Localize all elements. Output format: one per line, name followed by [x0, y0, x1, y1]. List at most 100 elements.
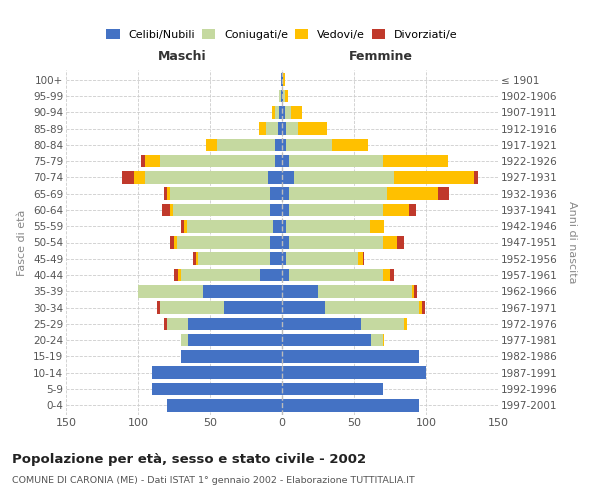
Bar [167, 399, 282, 411]
Bar [282, 155, 289, 168]
Bar [134, 171, 145, 184]
Bar [282, 366, 426, 379]
Bar [167, 318, 188, 330]
Bar [187, 220, 274, 232]
Bar [181, 350, 282, 363]
Bar [271, 188, 282, 200]
Bar [370, 220, 384, 232]
Bar [279, 106, 282, 118]
Bar [271, 252, 282, 265]
Bar [289, 236, 383, 249]
Bar [260, 268, 282, 281]
Bar [199, 252, 271, 265]
Bar [279, 90, 281, 102]
Bar [181, 268, 260, 281]
Bar [290, 106, 302, 118]
Bar [325, 301, 419, 314]
Bar [415, 285, 418, 298]
Bar [437, 188, 449, 200]
Bar [173, 204, 271, 216]
Bar [283, 74, 285, 86]
Bar [473, 171, 478, 184]
Bar [362, 252, 364, 265]
Bar [184, 220, 187, 232]
Bar [298, 122, 326, 135]
Bar [409, 204, 416, 216]
Bar [282, 220, 286, 232]
Bar [361, 318, 404, 330]
Bar [332, 138, 368, 151]
Bar [145, 171, 268, 184]
Y-axis label: Anni di nascita: Anni di nascita [567, 201, 577, 284]
Bar [181, 334, 188, 346]
Bar [282, 171, 293, 184]
Bar [206, 138, 217, 151]
Bar [289, 188, 387, 200]
Bar [281, 90, 282, 102]
Bar [174, 236, 177, 249]
Bar [387, 188, 437, 200]
Bar [289, 155, 383, 168]
Bar [160, 155, 275, 168]
Bar [177, 236, 271, 249]
Bar [271, 236, 282, 249]
Bar [141, 155, 145, 168]
Bar [286, 138, 332, 151]
Bar [282, 236, 289, 249]
Bar [259, 122, 266, 135]
Bar [188, 318, 282, 330]
Bar [122, 171, 134, 184]
Bar [318, 285, 412, 298]
Bar [383, 268, 390, 281]
Bar [272, 106, 275, 118]
Bar [145, 155, 160, 168]
Bar [275, 106, 279, 118]
Bar [282, 252, 286, 265]
Bar [203, 285, 282, 298]
Bar [419, 301, 422, 314]
Bar [286, 220, 370, 232]
Bar [383, 236, 397, 249]
Bar [383, 334, 384, 346]
Bar [181, 220, 184, 232]
Bar [152, 382, 282, 396]
Bar [167, 188, 170, 200]
Bar [217, 138, 275, 151]
Bar [282, 399, 419, 411]
Bar [282, 268, 289, 281]
Bar [163, 204, 170, 216]
Bar [383, 204, 409, 216]
Bar [282, 204, 289, 216]
Bar [397, 236, 404, 249]
Bar [188, 334, 282, 346]
Bar [282, 138, 286, 151]
Bar [196, 252, 199, 265]
Text: Maschi: Maschi [158, 50, 207, 63]
Bar [282, 334, 371, 346]
Bar [170, 236, 174, 249]
Bar [282, 74, 283, 86]
Bar [412, 285, 415, 298]
Bar [268, 171, 282, 184]
Bar [289, 268, 383, 281]
Text: COMUNE DI CARONIA (ME) - Dati ISTAT 1° gennaio 2002 - Elaborazione TUTTITALIA.IT: COMUNE DI CARONIA (ME) - Dati ISTAT 1° g… [12, 476, 415, 485]
Bar [160, 301, 224, 314]
Bar [390, 268, 394, 281]
Bar [404, 318, 407, 330]
Y-axis label: Fasce di età: Fasce di età [17, 210, 28, 276]
Bar [283, 90, 285, 102]
Bar [271, 204, 282, 216]
Bar [285, 90, 288, 102]
Bar [293, 171, 394, 184]
Bar [358, 252, 362, 265]
Bar [193, 252, 196, 265]
Bar [164, 318, 167, 330]
Bar [282, 301, 325, 314]
Bar [282, 318, 361, 330]
Bar [383, 155, 448, 168]
Text: Popolazione per età, sesso e stato civile - 2002: Popolazione per età, sesso e stato civil… [12, 452, 366, 466]
Bar [285, 106, 290, 118]
Bar [164, 188, 167, 200]
Bar [275, 155, 282, 168]
Bar [278, 122, 282, 135]
